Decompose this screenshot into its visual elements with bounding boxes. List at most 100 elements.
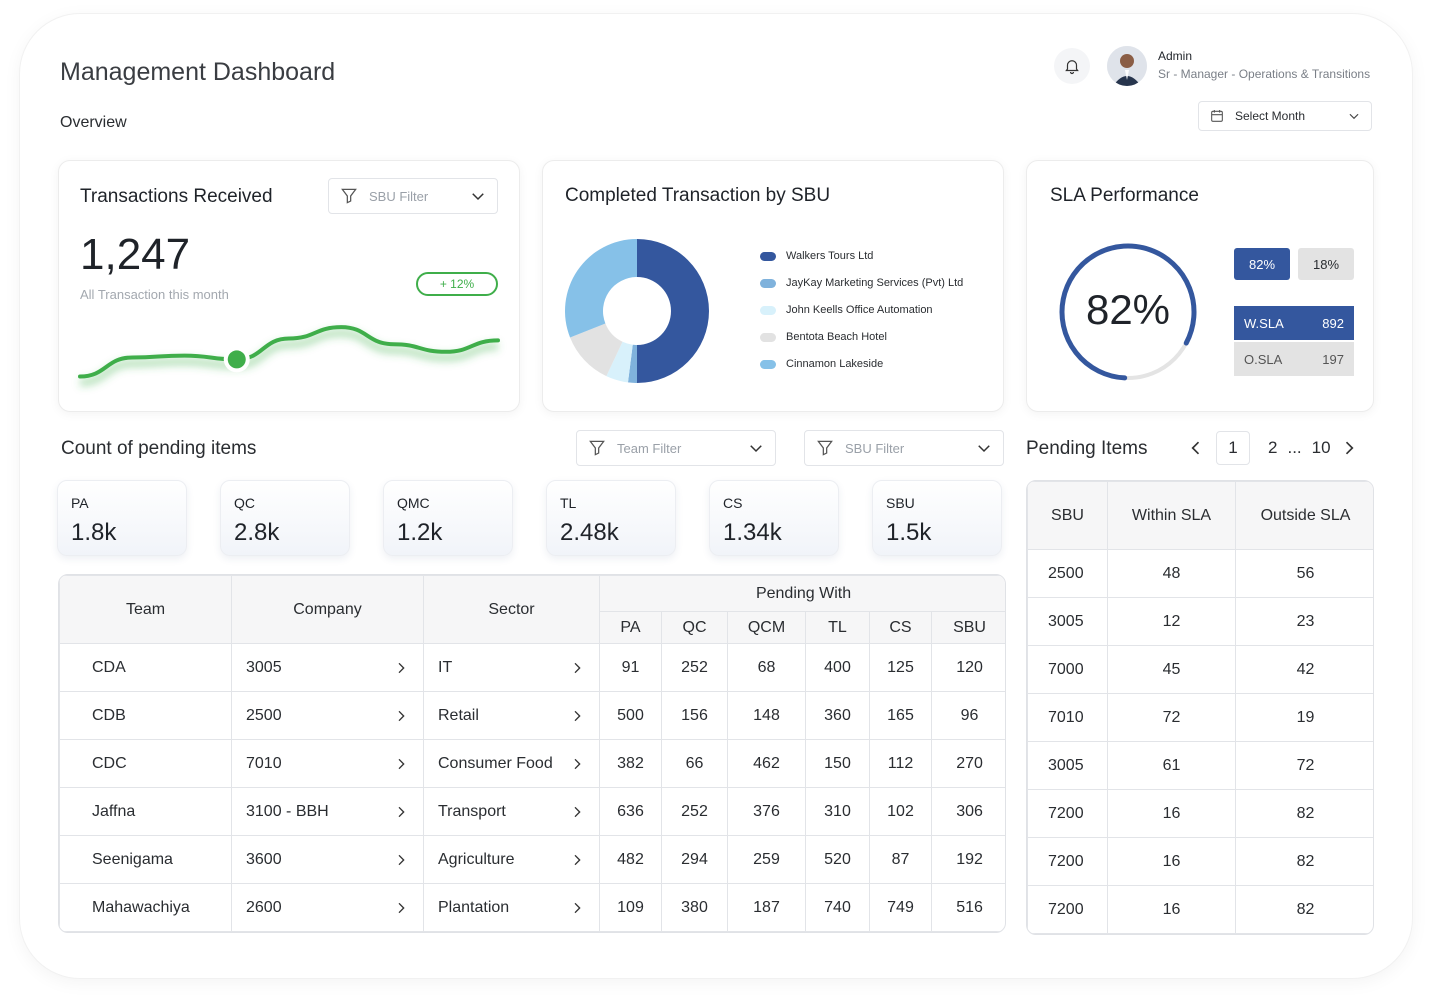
legend-label: JayKay Marketing Services (Pvt) Ltd bbox=[786, 277, 964, 289]
sector-value: Consumer Food bbox=[438, 754, 553, 772]
subheader: QC bbox=[661, 611, 728, 644]
table-row[interactable]: 7200 16 82 bbox=[1027, 885, 1373, 934]
donut-slice[interactable] bbox=[637, 239, 709, 383]
table-row[interactable]: 7000 45 42 bbox=[1027, 645, 1373, 694]
stat-card-qc[interactable]: QC 2.8k bbox=[220, 480, 350, 556]
stat-card-qmc[interactable]: QMC 1.2k bbox=[383, 480, 513, 556]
stat-value: 1.8k bbox=[71, 519, 117, 546]
company-cell[interactable]: 2600 bbox=[231, 883, 424, 932]
pending-count-cell: 165 bbox=[869, 691, 932, 740]
legend-label: Walkers Tours Ltd bbox=[786, 250, 874, 262]
chevron-right-icon[interactable] bbox=[569, 660, 585, 676]
transactions-caption: All Transaction this month bbox=[80, 287, 229, 302]
sparkline-point[interactable] bbox=[227, 350, 246, 369]
outside-sla-cell: 82 bbox=[1235, 789, 1373, 838]
user-role: Sr - Manager - Operations & Transitions bbox=[1158, 67, 1371, 81]
table-row[interactable]: 3005 12 23 bbox=[1027, 597, 1373, 646]
subheader: CS bbox=[869, 611, 932, 644]
legend-item: Walkers Tours Ltd bbox=[760, 250, 873, 262]
chevron-left-icon[interactable] bbox=[1186, 438, 1206, 458]
month-select[interactable]: Select Month bbox=[1198, 101, 1372, 131]
table-row[interactable]: 7200 16 82 bbox=[1027, 789, 1373, 838]
legend-item: John Keells Office Automation bbox=[760, 304, 933, 316]
chevron-right-icon[interactable] bbox=[393, 804, 409, 820]
pending-count-cell: 360 bbox=[805, 691, 870, 740]
company-cell[interactable]: 2500 bbox=[231, 691, 424, 740]
pending-count-cell: 306 bbox=[930, 787, 1005, 836]
pending-count-cell: 294 bbox=[661, 835, 728, 884]
company-value: 3100 - BBH bbox=[246, 802, 329, 820]
pending-count-cell: 516 bbox=[930, 883, 1005, 932]
pending-count-cell: 636 bbox=[599, 787, 662, 836]
stat-card-pa[interactable]: PA 1.8k bbox=[57, 480, 187, 556]
page-title: Management Dashboard bbox=[60, 58, 336, 86]
sector-cell[interactable]: Retail bbox=[423, 691, 600, 740]
pending-count-cell: 150 bbox=[805, 739, 870, 788]
header-company: Company bbox=[231, 575, 424, 644]
stat-key: QC bbox=[234, 495, 255, 511]
donut-slice[interactable] bbox=[627, 344, 637, 383]
company-cell[interactable]: 7010 bbox=[231, 739, 424, 788]
transactions-sbu-filter[interactable]: SBU Filter bbox=[328, 178, 498, 214]
header-sbu: SBU bbox=[1027, 481, 1108, 550]
team-filter[interactable]: Team Filter bbox=[576, 430, 776, 466]
filter-icon bbox=[589, 440, 605, 456]
table-row: CDA 3005 IT 91 252 68 400 125 120 bbox=[59, 643, 1005, 692]
outside-sla-cell: 56 bbox=[1235, 549, 1373, 598]
within-sla-pct: 82% bbox=[1234, 248, 1290, 280]
company-cell[interactable]: 3600 bbox=[231, 835, 424, 884]
table-row[interactable]: 3005 61 72 bbox=[1027, 741, 1373, 790]
within-sla-cell: 16 bbox=[1107, 837, 1236, 886]
legend-swatch bbox=[760, 251, 776, 261]
donut-slice[interactable] bbox=[565, 239, 637, 338]
outside-sla-pct: 18% bbox=[1298, 248, 1354, 280]
chevron-right-icon[interactable] bbox=[569, 804, 585, 820]
stat-card-tl[interactable]: TL 2.48k bbox=[546, 480, 676, 556]
pending-count-cell: 66 bbox=[661, 739, 728, 788]
pending-count-cell: 112 bbox=[869, 739, 932, 788]
chevron-right-icon[interactable] bbox=[569, 756, 585, 772]
page-next[interactable]: 2 bbox=[1268, 438, 1278, 457]
pending-count-cell: 380 bbox=[661, 883, 728, 932]
pending-sbu-filter[interactable]: SBU Filter bbox=[804, 430, 1004, 466]
sbu-filter-label: SBU Filter bbox=[845, 440, 905, 456]
outside-sla-cell: 72 bbox=[1235, 741, 1373, 790]
sector-value: Transport bbox=[438, 802, 506, 820]
page-current[interactable]: 1 bbox=[1216, 431, 1250, 465]
within-sla-value: 892 bbox=[1322, 315, 1344, 331]
chevron-right-icon[interactable] bbox=[393, 708, 409, 724]
chevron-right-icon[interactable] bbox=[569, 900, 585, 916]
stat-value: 1.2k bbox=[397, 519, 443, 546]
chevron-right-icon[interactable] bbox=[569, 852, 585, 868]
chevron-right-icon[interactable] bbox=[393, 756, 409, 772]
table-row[interactable]: 2500 48 56 bbox=[1027, 549, 1373, 598]
page-last[interactable]: 10 bbox=[1311, 438, 1331, 457]
header-sector: Sector bbox=[423, 575, 600, 644]
month-select-label: Select Month bbox=[1235, 109, 1306, 123]
sector-cell[interactable]: Plantation bbox=[423, 883, 600, 932]
avatar[interactable] bbox=[1107, 46, 1147, 86]
sector-cell[interactable]: Agriculture bbox=[423, 835, 600, 884]
chevron-right-icon[interactable] bbox=[393, 660, 409, 676]
table-row[interactable]: 7200 16 82 bbox=[1027, 837, 1373, 886]
donut-slice[interactable] bbox=[570, 323, 623, 377]
table-row[interactable]: 7010 72 19 bbox=[1027, 693, 1373, 742]
stat-value: 2.8k bbox=[234, 519, 280, 546]
legend-swatch bbox=[760, 359, 776, 369]
chevron-right-icon[interactable] bbox=[1339, 438, 1359, 458]
donut-slice[interactable] bbox=[606, 341, 633, 383]
stat-card-sbu[interactable]: SBU 1.5k bbox=[872, 480, 1002, 556]
chevron-right-icon[interactable] bbox=[569, 708, 585, 724]
sector-cell[interactable]: Consumer Food bbox=[423, 739, 600, 788]
team-cell: CDC bbox=[59, 739, 232, 788]
chevron-right-icon[interactable] bbox=[393, 852, 409, 868]
notification-button[interactable] bbox=[1054, 48, 1090, 84]
sector-cell[interactable]: Transport bbox=[423, 787, 600, 836]
stat-card-cs[interactable]: CS 1.34k bbox=[709, 480, 839, 556]
sector-cell[interactable]: IT bbox=[423, 643, 600, 692]
team-cell: CDB bbox=[59, 691, 232, 740]
chevron-right-icon[interactable] bbox=[393, 900, 409, 916]
company-cell[interactable]: 3100 - BBH bbox=[231, 787, 424, 836]
company-cell[interactable]: 3005 bbox=[231, 643, 424, 692]
header-within-sla: Within SLA bbox=[1107, 481, 1236, 550]
